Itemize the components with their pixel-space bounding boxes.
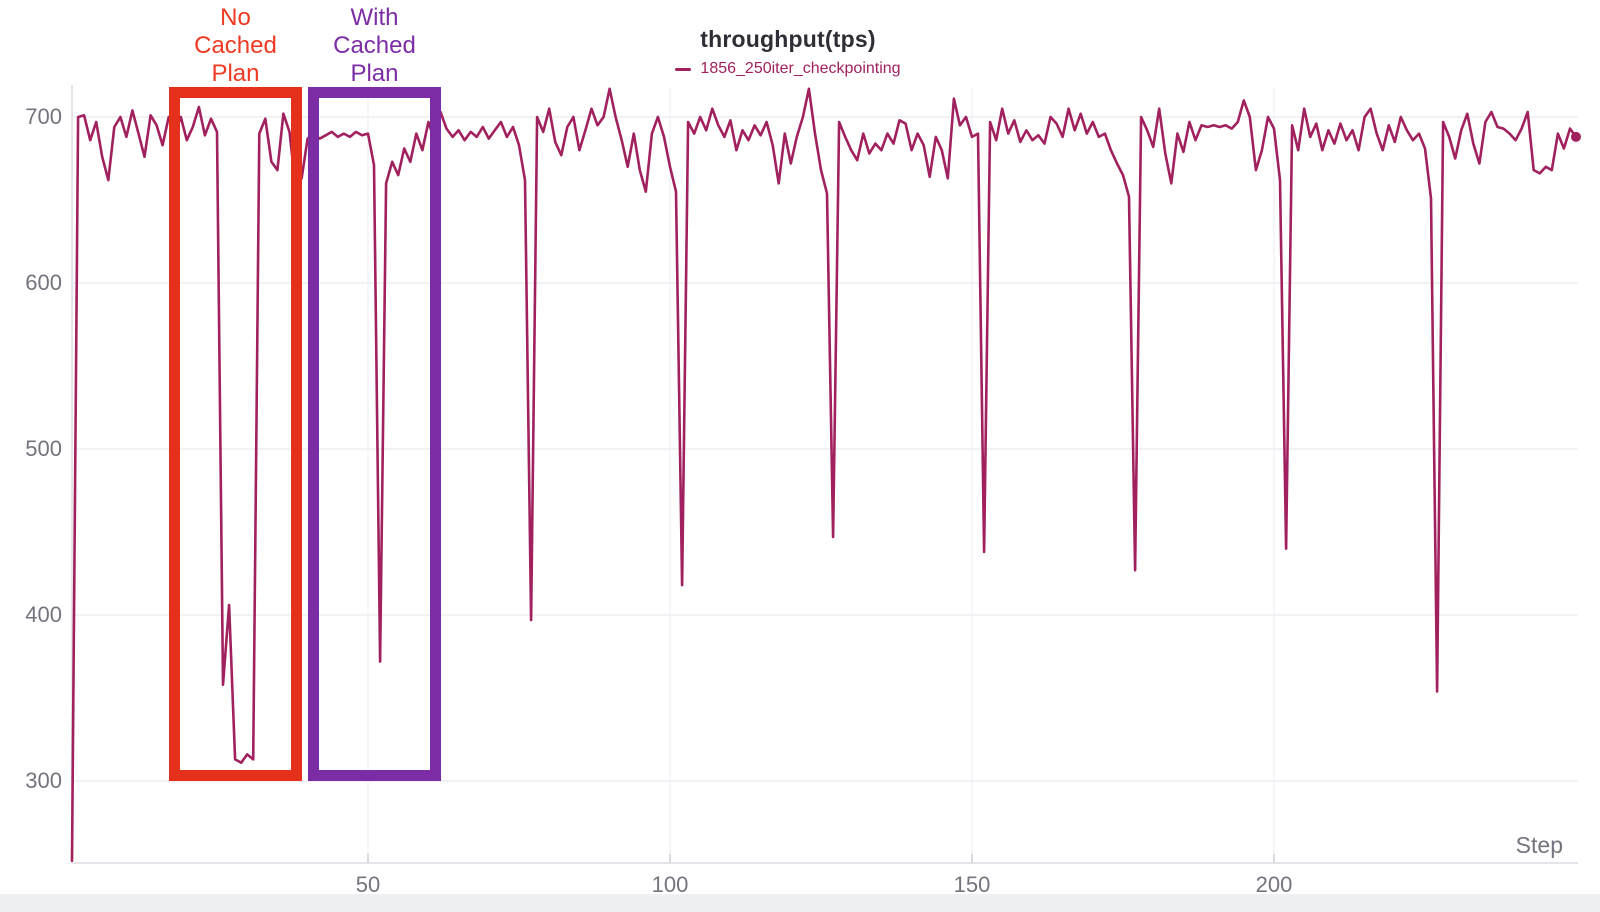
annotation-label-no-cached-plan: No Cached Plan [169, 4, 302, 88]
y-tick-label: 500 [25, 436, 62, 461]
legend-line-swatch [675, 67, 692, 71]
legend-label: 1856_250iter_checkpointing [700, 60, 901, 77]
annotation-line: Plan [211, 60, 260, 87]
y-tick-label: 400 [25, 602, 62, 627]
chart-title: throughput(tps) [700, 26, 876, 52]
series-line [70, 87, 1578, 863]
y-tick-label: 600 [25, 270, 62, 295]
annotation-line: With [350, 4, 399, 31]
annotation-line: Cached [194, 32, 277, 59]
annotation-line: No [220, 4, 251, 31]
annotation-line: Cached [333, 32, 416, 59]
series-end-dot [1571, 131, 1581, 142]
annotation-box-with-cached-plan [308, 87, 441, 781]
y-tick-label: 300 [25, 768, 62, 793]
x-axis-title: Step [1515, 832, 1563, 858]
y-tick-label: 700 [25, 104, 62, 129]
chart-legend: 1856_250iter_checkpointing [0, 58, 1576, 80]
annotation-line: Plan [350, 60, 399, 87]
x-tick-label: 200 [1255, 872, 1293, 897]
x-tick-label: 50 [355, 872, 381, 897]
annotation-box-no-cached-plan [169, 87, 302, 781]
x-tick-label: 150 [953, 872, 991, 897]
annotation-label-with-cached-plan: With Cached Plan [308, 4, 441, 88]
legend-item[interactable]: 1856_250iter_checkpointing [675, 60, 901, 78]
x-tick-label: 100 [651, 872, 689, 897]
panel-bottom-strip [0, 894, 1600, 912]
